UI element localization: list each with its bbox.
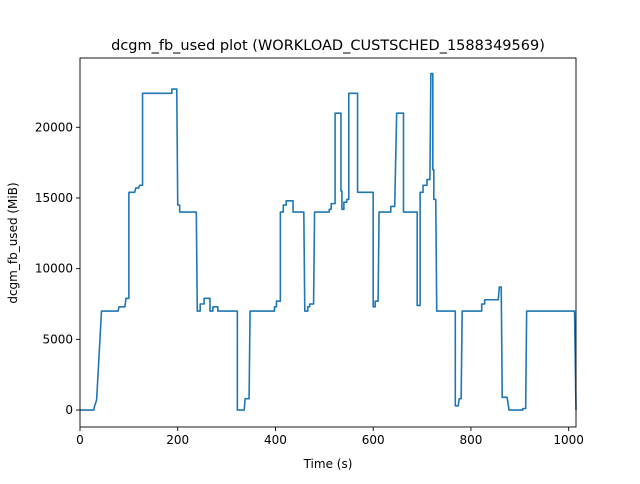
chart-title: dcgm_fb_used plot (WORKLOAD_CUSTSCHED_15… [111,38,545,54]
plot-layer [80,72,577,411]
x-tick-label: 800 [459,433,482,447]
y-tick-label: 10000 [35,262,73,276]
x-tick-label: 0 [76,433,84,447]
x-tick-label: 600 [362,433,385,447]
y-tick-label: 15000 [35,191,73,205]
series-line-0 [80,72,577,411]
y-tick-label: 20000 [35,120,73,134]
x-tick-label: 1000 [553,433,584,447]
x-tick-label: 400 [264,433,287,447]
y-tick-label: 0 [65,403,73,417]
y-axis-label: dcgm_fb_used (MiB) [6,182,20,303]
y-tick-label: 5000 [42,332,73,346]
x-tick-label: 200 [166,433,189,447]
axes-frame [79,57,577,428]
x-axis-label: Time (s) [303,457,353,471]
